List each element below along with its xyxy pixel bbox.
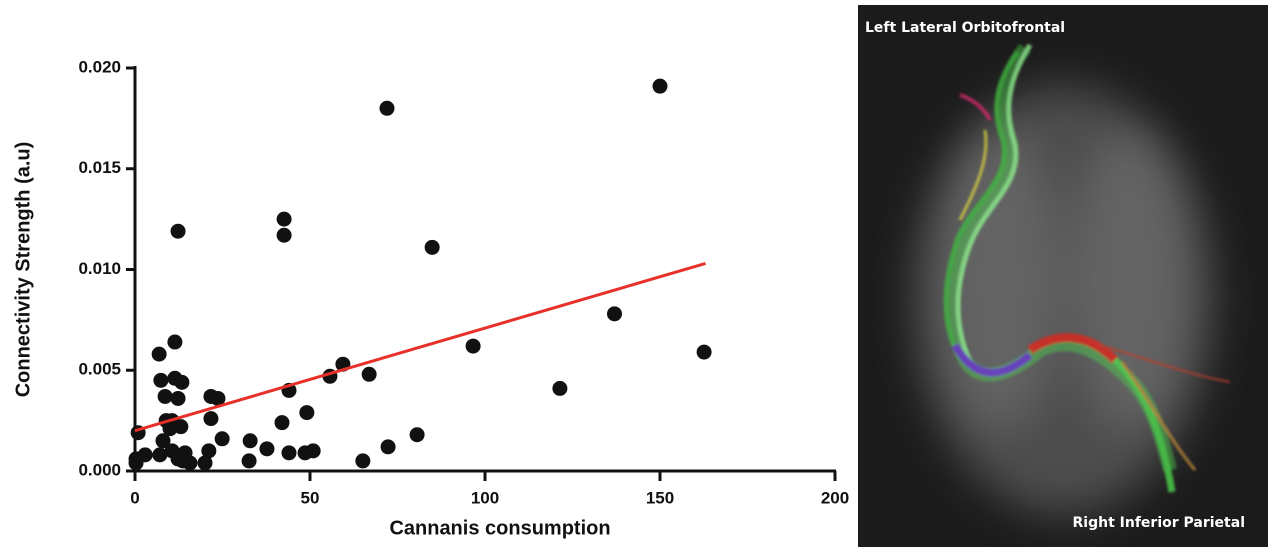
scatter-point [380, 101, 395, 116]
scatter-point [298, 445, 313, 460]
x-tick-label: 100 [471, 488, 499, 507]
brain-image [858, 5, 1268, 547]
y-tick-label: 0.015 [78, 158, 121, 177]
scatter-point [653, 79, 668, 94]
scatter-point [203, 411, 218, 426]
scatter-point [215, 431, 230, 446]
x-tick-label: 0 [130, 488, 139, 507]
scatter-point [198, 455, 213, 470]
image-label: Right Inferior Parietal [1073, 515, 1245, 531]
scatter-point [153, 373, 168, 388]
scatter-point [174, 375, 189, 390]
scatter-point [277, 212, 292, 227]
scatter-point [129, 455, 144, 470]
y-tick-label: 0.020 [78, 57, 121, 76]
scatter-point [277, 228, 292, 243]
scatter-point [299, 405, 314, 420]
y-axis-label: Connectivity Strength (a.u) [12, 142, 34, 398]
scatter-point [171, 224, 186, 239]
scatter-point [171, 391, 186, 406]
scatter-point [362, 367, 377, 382]
y-tick-label: 0.010 [78, 259, 121, 278]
scatter-point [466, 339, 481, 354]
scatter-point [697, 345, 712, 360]
scatter-point [259, 441, 274, 456]
scatter-point [275, 415, 290, 430]
y-tick-label: 0.000 [78, 460, 121, 479]
scatter-point [167, 335, 182, 350]
image-label: Left Lateral Orbitofrontal [865, 20, 1065, 36]
scatter-point [282, 445, 297, 460]
x-tick-label: 50 [301, 488, 320, 507]
regression-line [135, 263, 706, 430]
figure: 0.000 0.005 0.010 0.015 0.020 0 50 100 150 200 Can… [0, 0, 1268, 547]
scatter-point [552, 381, 567, 396]
scatter-point [607, 306, 622, 321]
scatter-point [165, 443, 180, 458]
scatter-point [243, 433, 258, 448]
scatter-point [158, 389, 173, 404]
scatter-point [425, 240, 440, 255]
x-axis-label: Cannanis consumption [389, 517, 610, 539]
scatter-point [410, 427, 425, 442]
scatter-point [152, 347, 167, 362]
scatter-point [355, 453, 370, 468]
y-tick-label: 0.005 [78, 360, 121, 379]
scatter-point [381, 439, 396, 454]
scatter-point [242, 453, 257, 468]
x-tick-label: 200 [821, 488, 849, 507]
x-tick-label: 150 [646, 488, 674, 507]
